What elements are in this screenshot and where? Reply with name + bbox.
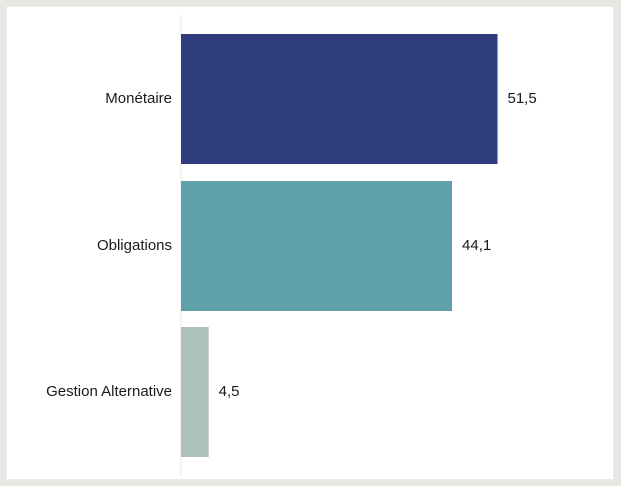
value-label: 44,1 xyxy=(462,237,491,254)
bar-obligations xyxy=(181,181,452,311)
category-label: Gestion Alternative xyxy=(46,383,172,400)
bar-gestion-alternative xyxy=(181,327,209,457)
value-label: 4,5 xyxy=(219,383,240,400)
category-label: Monétaire xyxy=(105,90,172,107)
category-label: Obligations xyxy=(97,237,172,254)
value-label: 51,5 xyxy=(508,90,537,107)
bars-group: Monétaire 51,5 Obligations 44,1 Gestion Alte… xyxy=(46,34,537,457)
bar-mon-taire xyxy=(181,34,498,164)
